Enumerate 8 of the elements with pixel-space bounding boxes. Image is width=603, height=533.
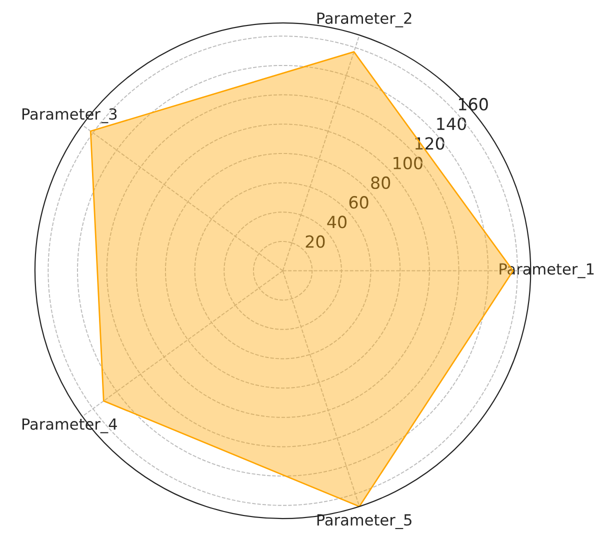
spoke-label: Parameter_5 (317, 514, 412, 530)
y-tick-label: 20 (306, 235, 325, 248)
y-tick-label: 100 (394, 156, 422, 170)
y-tick-label: 80 (371, 176, 390, 190)
spoke-label: Parameter_2 (317, 12, 412, 28)
y-tick-label: 60 (349, 196, 368, 209)
y-tick-label: 140 (437, 118, 466, 130)
y-tick-label: 40 (327, 216, 346, 228)
